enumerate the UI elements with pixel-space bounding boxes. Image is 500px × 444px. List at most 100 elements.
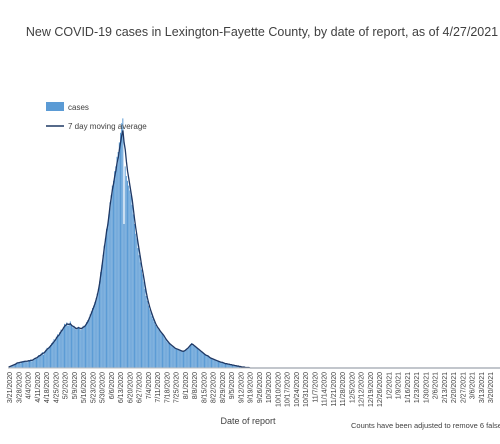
bar-cases	[185, 350, 186, 368]
bar-cases	[56, 337, 57, 368]
x-tick-label: 10/24/2020	[294, 372, 301, 407]
bar-cases	[187, 349, 188, 368]
bar-cases	[110, 202, 111, 368]
bar-cases	[181, 351, 182, 368]
x-tick-label: 3/21/2020	[7, 372, 14, 403]
x-tick-label: 6/13/2020	[118, 372, 125, 403]
bar-cases	[108, 214, 109, 368]
bar-cases	[44, 352, 45, 368]
bar-cases	[219, 362, 220, 368]
x-tick-label: 6/6/2020	[109, 372, 116, 399]
bar-cases	[199, 350, 200, 368]
bar-cases	[196, 347, 197, 368]
bar-cases	[72, 327, 73, 368]
bar-cases	[96, 298, 97, 368]
bar-cases	[164, 338, 165, 368]
bar-cases	[201, 351, 202, 368]
x-tick-label: 9/5/2020	[229, 372, 236, 399]
bar-cases	[63, 327, 64, 368]
x-tick-label: 2/6/2021	[433, 372, 440, 399]
bar-cases	[211, 358, 212, 368]
x-tick-label: 9/12/2020	[238, 372, 245, 403]
bar-cases	[71, 325, 72, 368]
x-tick-label: 7/18/2020	[164, 372, 171, 403]
bar-cases	[131, 195, 132, 368]
bar-cases	[50, 345, 51, 368]
bar-cases	[43, 355, 44, 368]
x-tick-label: 7/25/2020	[174, 372, 181, 403]
bar-cases	[145, 289, 146, 368]
bar-cases	[188, 348, 189, 368]
x-tick-label: 4/25/2020	[53, 372, 60, 403]
bar-cases	[40, 356, 41, 368]
x-tick-label: 5/30/2020	[100, 372, 107, 403]
x-tick-label: 1/2/2021	[386, 372, 393, 399]
bar-cases	[114, 171, 115, 368]
x-tick-label: 10/10/2020	[275, 372, 282, 407]
bar-cases	[202, 352, 203, 368]
bar-cases	[136, 238, 137, 368]
x-tick-label: 11/14/2020	[322, 372, 329, 407]
bar-cases	[61, 330, 62, 368]
x-tick-label: 4/4/2020	[26, 372, 33, 399]
bar-cases	[210, 357, 211, 368]
x-tick-label: 8/15/2020	[201, 372, 208, 403]
x-tick-label: 2/27/2021	[460, 372, 467, 403]
bar-cases	[47, 348, 48, 368]
bar-cases	[134, 224, 135, 368]
x-tick-label: 10/31/2020	[303, 372, 310, 407]
bar-cases	[206, 356, 207, 368]
bar-cases	[140, 262, 141, 368]
x-tick-label: 1/30/2021	[423, 372, 430, 403]
bar-cases	[98, 289, 99, 368]
bar-cases	[82, 328, 83, 368]
x-tick-label: 3/13/2021	[479, 372, 486, 403]
x-tick-label: 11/21/2020	[331, 372, 338, 407]
bar-cases	[155, 325, 156, 368]
bar-cases	[184, 351, 185, 368]
bar-cases	[149, 309, 150, 368]
x-tick-label: 12/19/2020	[368, 372, 375, 407]
bar-cases	[139, 255, 140, 368]
bar-cases	[121, 123, 122, 368]
bar-cases	[55, 340, 56, 368]
bar-cases	[77, 328, 78, 368]
bar-cases	[90, 314, 91, 368]
bar-cases	[178, 350, 179, 368]
bar-cases	[66, 322, 67, 368]
bar-cases	[105, 238, 106, 368]
bar-cases	[104, 246, 105, 368]
bar-cases	[197, 348, 198, 368]
bar-cases	[143, 282, 144, 368]
bar-cases	[146, 296, 147, 368]
bar-cases	[142, 274, 143, 368]
bar-cases	[64, 324, 65, 368]
bar-cases	[112, 186, 113, 368]
chart-note: Counts have been adjusted to remove 6 fa…	[351, 421, 500, 430]
bar-cases	[177, 350, 178, 368]
bar-cases	[162, 334, 163, 368]
x-tick-label: 8/1/2020	[183, 372, 190, 399]
bar-cases	[171, 346, 172, 368]
bar-cases	[135, 234, 136, 368]
x-tick-label: 5/23/2020	[90, 372, 97, 403]
bar-cases	[41, 354, 42, 368]
bar-cases	[31, 361, 32, 368]
x-tick-label: 2/13/2021	[442, 372, 449, 403]
bar-cases	[117, 157, 118, 368]
bar-cases	[125, 166, 126, 368]
bar-cases	[113, 181, 114, 368]
bar-cases	[68, 326, 69, 368]
x-axis-label: Date of report	[220, 416, 276, 426]
bar-cases	[69, 323, 70, 368]
bar-cases	[45, 350, 46, 368]
bar-cases	[203, 353, 204, 368]
x-tick-label: 5/16/2020	[81, 372, 88, 403]
bar-cases	[48, 349, 49, 368]
bar-cases	[220, 362, 221, 368]
bar-cases	[70, 321, 71, 368]
bar-cases	[132, 205, 133, 368]
bar-cases	[127, 181, 128, 368]
bar-cases	[176, 349, 177, 368]
bar-cases	[216, 360, 217, 368]
